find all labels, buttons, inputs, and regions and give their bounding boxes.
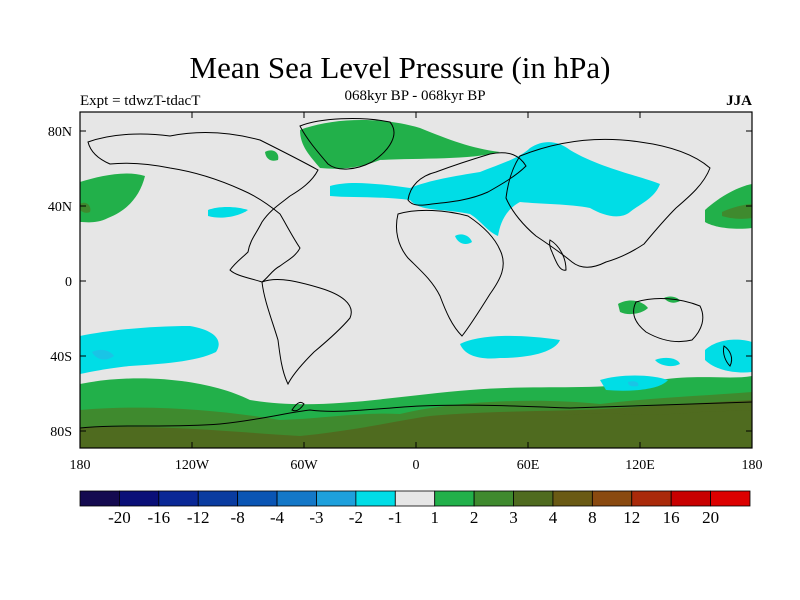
colorbar-swatch bbox=[394, 490, 436, 507]
south-pacific-cyan-dark bbox=[92, 349, 114, 360]
lon-tick-label: 120E bbox=[625, 458, 655, 473]
colorbar-label: -12 bbox=[187, 508, 210, 527]
colorbar-label: 3 bbox=[509, 508, 518, 527]
colorbar-swatch bbox=[552, 490, 593, 507]
southern-band-dark-2 bbox=[560, 410, 752, 430]
coast-india bbox=[549, 239, 567, 271]
lon-tick-label: 0 bbox=[413, 458, 420, 473]
experiment-label: Expt = tdwzT-tdacT bbox=[80, 93, 201, 109]
arctic-green-small bbox=[265, 150, 279, 161]
coast-australia bbox=[633, 298, 704, 343]
colorbar-swatch bbox=[710, 490, 751, 507]
colorbar-swatch bbox=[316, 490, 357, 507]
colorbar-label: 12 bbox=[623, 508, 640, 527]
north-america-cyan bbox=[208, 207, 248, 218]
lon-tick-label: 60W bbox=[290, 458, 318, 473]
lat-tick-label: 40S bbox=[50, 350, 72, 365]
colorbar-label: -16 bbox=[147, 508, 170, 527]
coast-antarctica bbox=[80, 401, 752, 429]
coast-north-america bbox=[87, 132, 319, 283]
colorbar-label: 2 bbox=[470, 508, 479, 527]
colorbar-label: 20 bbox=[702, 508, 719, 527]
colorbar-swatch bbox=[79, 490, 120, 507]
lon-tick-label: 60E bbox=[517, 458, 540, 473]
coast-antarctic-peninsula bbox=[291, 401, 305, 412]
colorbar-swatch bbox=[670, 490, 711, 507]
colorbar-swatch bbox=[237, 490, 278, 507]
coast-europe bbox=[407, 152, 527, 206]
south-atlantic-cyan bbox=[460, 335, 560, 359]
coast-new-zealand bbox=[723, 345, 733, 367]
arabia-cyan bbox=[455, 234, 472, 244]
arctic-anomaly bbox=[265, 119, 500, 169]
coastlines bbox=[80, 118, 752, 429]
map-title: Mean Sea Level Pressure (in hPa) bbox=[189, 50, 611, 85]
coast-greenland bbox=[299, 118, 395, 170]
map-area bbox=[80, 112, 752, 448]
colorbar-swatch bbox=[276, 490, 317, 507]
colorbar-label: -20 bbox=[108, 508, 131, 527]
coast-asia bbox=[505, 138, 711, 268]
lon-tick-label: 180 bbox=[70, 458, 91, 473]
pacific-west-green bbox=[80, 173, 145, 223]
colorbar-label: -3 bbox=[309, 508, 323, 527]
colorbar-label: -8 bbox=[231, 508, 245, 527]
greenland-green bbox=[300, 119, 500, 169]
colorbar-swatch bbox=[473, 490, 514, 507]
longitude-axis: 180 120W 60W 0 60E 120E 180 bbox=[70, 112, 763, 473]
colorbar-swatch bbox=[513, 490, 554, 507]
colorbar-swatch bbox=[591, 490, 633, 507]
australia-green bbox=[618, 300, 648, 315]
season-label: JJA bbox=[726, 93, 752, 109]
southern-band-dark bbox=[80, 400, 752, 448]
colorbar-label: 8 bbox=[588, 508, 597, 527]
colorbar-label: -4 bbox=[270, 508, 285, 527]
colorbar-swatch bbox=[197, 490, 239, 507]
latitude-axis: 80N 40N 0 40S 80S bbox=[48, 125, 752, 440]
period-label: 068kyr BP - 068kyr BP bbox=[344, 88, 486, 104]
lat-tick-label: 80N bbox=[48, 125, 72, 140]
colorbar-label: -2 bbox=[349, 508, 363, 527]
colorbar-label: 4 bbox=[549, 508, 558, 527]
nz-cyan bbox=[705, 339, 752, 373]
colorbar: -20 -16 -12 -8 -4 -3 -2 -1 1 2 3 4 8 12 16 20 bbox=[79, 490, 751, 527]
colorbar-swatch bbox=[158, 490, 199, 507]
southern-anomaly-band bbox=[80, 376, 752, 448]
lat-tick-label: 80S bbox=[50, 425, 72, 440]
eurasia-cyan bbox=[330, 142, 660, 236]
colorbar-swatch bbox=[119, 490, 160, 507]
nz-cyan-2 bbox=[655, 357, 680, 367]
coast-africa bbox=[395, 209, 504, 337]
lat-tick-label: 40N bbox=[48, 200, 72, 215]
pacific-west-darkgreen bbox=[80, 202, 91, 213]
coast-south-america bbox=[261, 279, 352, 386]
colorbar-label: 1 bbox=[430, 508, 439, 527]
colorbar-label: 16 bbox=[663, 508, 680, 527]
south-pacific-cyan bbox=[80, 326, 219, 374]
colorbar-swatch bbox=[355, 490, 396, 507]
lon-tick-label: 180 bbox=[742, 458, 763, 473]
australia-green-2 bbox=[664, 296, 680, 303]
lat-tick-label: 0 bbox=[65, 275, 72, 290]
colorbar-swatch bbox=[631, 490, 672, 507]
south-indian-cyan-dark bbox=[628, 381, 639, 387]
pacific-east-darkgreen bbox=[722, 204, 752, 219]
colorbar-swatch bbox=[434, 490, 475, 507]
colorbar-label: -1 bbox=[388, 508, 402, 527]
lon-tick-label: 120W bbox=[175, 458, 210, 473]
